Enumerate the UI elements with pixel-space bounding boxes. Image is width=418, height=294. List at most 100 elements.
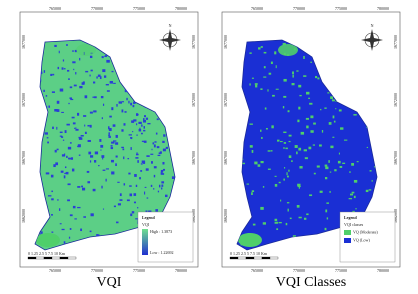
- legend-swatch: [142, 229, 148, 255]
- pixel: [144, 192, 145, 195]
- pixel: [292, 83, 295, 85]
- pixel: [258, 47, 260, 49]
- pixel: [108, 126, 109, 129]
- pixel: [151, 185, 152, 187]
- pixel: [56, 127, 57, 130]
- pixel: [77, 146, 80, 147]
- pixel: [324, 107, 326, 108]
- pixel: [340, 127, 343, 129]
- pixel: [132, 131, 133, 132]
- pixel: [325, 209, 327, 212]
- y-tick-label: 1672000: [21, 93, 26, 107]
- pixel: [59, 208, 60, 211]
- pixel: [126, 98, 127, 100]
- pixel: [93, 189, 96, 191]
- pixel: [147, 197, 149, 198]
- pixel: [133, 105, 135, 107]
- pixel: [306, 126, 308, 129]
- pixel: [51, 175, 54, 178]
- pixel: [105, 55, 107, 57]
- pixel: [352, 192, 355, 194]
- pixel: [310, 115, 313, 118]
- pixel: [123, 156, 124, 159]
- scale-segment: [36, 257, 44, 259]
- pixel: [172, 176, 174, 179]
- pixel: [163, 173, 165, 175]
- pixel: [57, 149, 59, 151]
- pixel: [111, 171, 114, 174]
- pixel: [299, 166, 302, 168]
- pixel: [136, 135, 137, 136]
- pixel: [64, 153, 65, 155]
- pixel: [68, 103, 69, 104]
- pixel: [353, 114, 356, 115]
- pixel: [153, 188, 154, 189]
- pixel: [283, 79, 286, 82]
- pixel: [297, 184, 300, 186]
- pixel: [60, 136, 62, 137]
- pixel: [134, 193, 137, 196]
- pixel: [367, 147, 368, 148]
- pixel: [163, 169, 165, 171]
- pixel: [47, 137, 49, 138]
- pixel: [102, 56, 104, 58]
- pixel: [74, 85, 77, 87]
- pixel: [263, 76, 266, 77]
- y-tick-label: 1662000: [223, 209, 228, 223]
- pixel: [116, 135, 118, 138]
- y-tick-label: 1672000: [223, 93, 228, 107]
- pixel: [70, 228, 72, 230]
- pixel: [157, 146, 160, 148]
- scale-segment: [238, 257, 246, 259]
- pixel: [276, 228, 278, 230]
- pixel: [310, 130, 313, 133]
- pixel: [72, 61, 75, 63]
- pixel: [265, 107, 267, 109]
- legend-item: Low : 1.22692: [150, 250, 173, 255]
- pixel: [64, 175, 66, 178]
- pixel: [329, 122, 332, 125]
- pixel: [279, 182, 281, 183]
- pixel: [106, 168, 109, 169]
- pixel: [315, 76, 317, 78]
- pixel: [161, 170, 163, 172]
- y-tick-label: 1662000: [21, 209, 26, 223]
- legend-swatch: [344, 230, 351, 235]
- pixel: [55, 150, 57, 153]
- pixel: [106, 179, 107, 182]
- pixel: [330, 146, 333, 149]
- pixel: [286, 223, 288, 225]
- pixel: [292, 71, 294, 74]
- pixel: [329, 191, 330, 193]
- pixel: [88, 152, 91, 155]
- x-tick-label: 780000: [175, 268, 187, 273]
- pixel: [60, 89, 63, 92]
- pixel: [291, 160, 293, 162]
- pixel: [283, 132, 286, 133]
- legend-title: Legend: [344, 215, 357, 220]
- pixel: [82, 188, 85, 191]
- legend-title: Legend: [142, 215, 155, 220]
- pixel: [81, 186, 83, 188]
- pixel: [250, 145, 253, 148]
- y-tick-label: 1667000: [223, 151, 228, 165]
- pixel: [100, 145, 103, 148]
- north-label: N: [169, 23, 172, 28]
- pixel: [319, 144, 322, 146]
- pixel: [334, 169, 336, 171]
- pixel: [146, 118, 148, 120]
- pixel: [332, 137, 334, 138]
- pixel: [161, 185, 163, 187]
- pixel: [325, 167, 328, 170]
- scale-segment: [44, 257, 52, 259]
- pixel: [121, 129, 123, 131]
- figure: 7650007650007700007700007750007750007800…: [0, 0, 418, 294]
- pixel: [138, 122, 141, 124]
- pixel: [166, 147, 168, 149]
- pixel: [303, 56, 305, 59]
- caption: VQI Classes: [276, 275, 346, 290]
- pixel: [255, 83, 258, 85]
- pixel: [99, 139, 101, 142]
- scale-segment: [254, 257, 262, 259]
- pixel: [111, 145, 113, 147]
